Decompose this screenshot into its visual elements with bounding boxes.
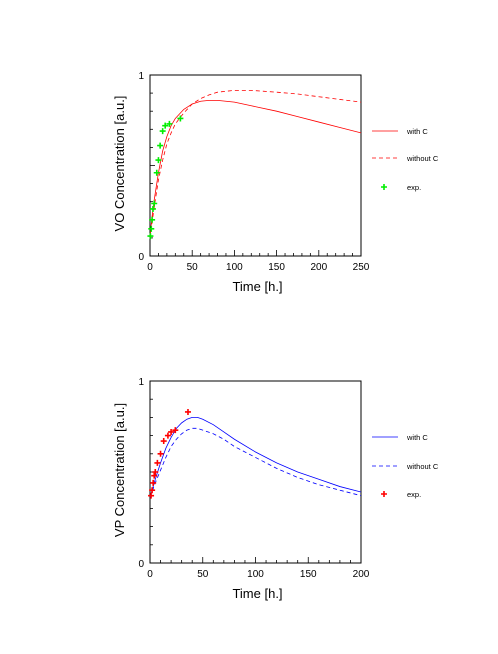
series-with-c-line: [150, 417, 361, 498]
data-point: [149, 487, 156, 494]
x-tick-label: 200: [353, 569, 370, 580]
data-point: [151, 200, 158, 207]
x-tick-label: 250: [353, 262, 370, 273]
series-without-c-line: [150, 427, 361, 498]
legend-label-with-c: with C: [406, 127, 428, 136]
data-point: [149, 216, 156, 223]
data-point: [147, 233, 154, 240]
data-point: [155, 157, 162, 164]
series-with-c-line: [150, 99, 361, 238]
plot-frame: [149, 380, 362, 564]
series-exp-markers: [148, 408, 191, 499]
x-tick-label: 150: [268, 262, 285, 273]
x-tick-label: 50: [197, 569, 209, 580]
data-point: [153, 169, 160, 176]
series-without-c-line: [150, 89, 361, 238]
x-tick-label: 50: [187, 262, 199, 273]
legend-label-without-c: without C: [406, 462, 439, 471]
data-point: [172, 427, 179, 434]
y-tick-label: 0: [138, 252, 144, 263]
data-point: [149, 205, 156, 212]
data-point: [168, 428, 175, 435]
y-axis-label: VO Concentration [a.u.]: [112, 96, 127, 232]
data-point: [152, 469, 159, 475]
data-point: [157, 142, 164, 149]
x-tick-label: 100: [226, 262, 243, 273]
data-point: [160, 438, 167, 445]
data-point: [154, 459, 161, 466]
data-point: [157, 450, 164, 457]
chart-1: 0 50 100 150 200 250 0 1 Time [h.] VO Concentrati…: [112, 71, 439, 294]
x-tick-label: 0: [147, 262, 153, 273]
x-axis-label: Time [h.]: [232, 586, 282, 601]
x-tick-label: 100: [247, 569, 264, 580]
legend-marker-exp: [381, 184, 387, 190]
plot-frame: [149, 74, 362, 257]
data-point: [159, 128, 166, 135]
legend-label-exp: exp.: [407, 183, 421, 192]
data-point: [162, 122, 169, 129]
data-point: [148, 225, 155, 232]
legend-label-without-c: without C: [406, 154, 439, 163]
data-point: [166, 120, 173, 127]
x-tick-label: 200: [310, 262, 327, 273]
y-tick-label: 1: [138, 377, 144, 388]
x-tick-label: 150: [300, 569, 317, 580]
data-point: [164, 432, 171, 439]
data-point: [148, 492, 155, 499]
legend-label-with-c: with C: [406, 433, 428, 442]
data-point: [177, 115, 184, 122]
y-axis-label: VP Concentration [a.u.]: [112, 403, 127, 537]
legend-label-exp: exp.: [407, 490, 421, 499]
data-point: [184, 408, 191, 415]
series-exp-markers: [147, 115, 184, 240]
y-tick-label: 0: [138, 559, 144, 570]
x-tick-label: 0: [147, 569, 153, 580]
data-point: [150, 479, 157, 486]
chart-2: 0 50 100 150 200 0 1 Time [h.] VP Concentration …: [112, 377, 439, 601]
legend-marker-exp: [381, 491, 387, 497]
data-point: [151, 472, 158, 479]
x-axis-label: Time [h.]: [232, 279, 282, 294]
y-tick-label: 1: [138, 71, 144, 82]
